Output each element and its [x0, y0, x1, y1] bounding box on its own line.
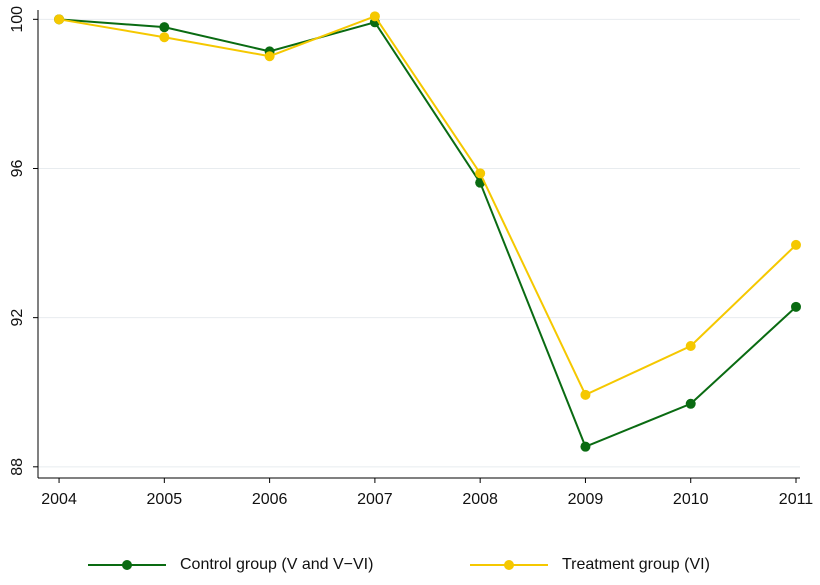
data-point: [159, 32, 170, 43]
data-point: [580, 441, 591, 452]
x-tick-label: 2005: [147, 491, 183, 508]
data-point: [685, 340, 696, 351]
legend-marker: [122, 560, 132, 570]
x-tick-label: 2010: [673, 491, 709, 508]
y-tick-label: 100: [9, 6, 26, 33]
series-line: [58, 15, 797, 397]
data-point: [54, 14, 65, 25]
legend-marker: [504, 560, 514, 570]
y-tick-label: 96: [9, 159, 26, 177]
data-point: [369, 11, 380, 22]
data-point: [791, 239, 801, 250]
data-point: [685, 398, 696, 409]
x-tick-label: 2006: [252, 491, 288, 508]
legend-label: Treatment group (VI): [562, 556, 710, 573]
data-point: [264, 51, 275, 62]
data-point: [580, 389, 591, 400]
x-tick-label: 2004: [41, 491, 77, 508]
y-tick-label: 92: [9, 309, 26, 327]
y-tick-label: 88: [9, 458, 26, 476]
x-tick-label: 2007: [357, 491, 393, 508]
series-line: [58, 18, 797, 448]
data-point: [791, 301, 801, 312]
x-tick-label: 2008: [462, 491, 498, 508]
data-point: [475, 168, 486, 179]
legend-label: Control group (V and V−VI): [180, 556, 373, 573]
data-point: [159, 22, 170, 33]
x-tick-label: 2009: [568, 491, 604, 508]
x-tick-label: 2011: [779, 491, 814, 508]
